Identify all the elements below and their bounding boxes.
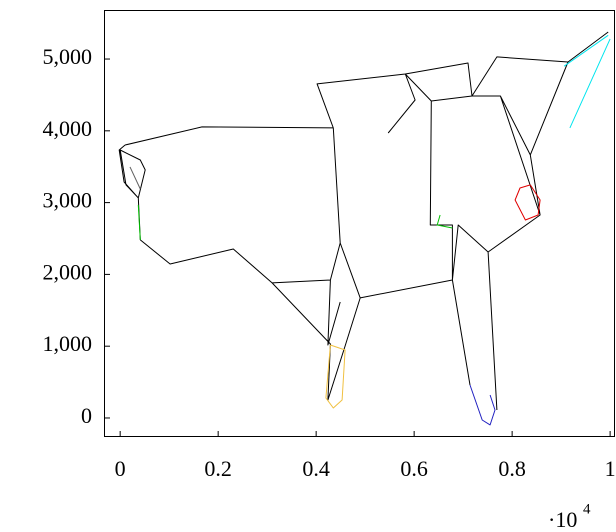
y-tick-label: 5,000	[43, 44, 93, 69]
line	[469, 384, 496, 426]
line	[137, 204, 453, 240]
x-tick-label: 0	[115, 456, 126, 481]
y-tick-label: 0	[81, 403, 92, 428]
x-tick-label: 0.2	[204, 456, 232, 481]
line	[514, 184, 541, 221]
y-tick-label: 2,000	[43, 259, 93, 284]
x-tick-label: 0.8	[498, 456, 526, 481]
line	[118, 31, 609, 411]
y-tick-label: 4,000	[43, 116, 93, 141]
line	[129, 166, 141, 190]
plot-frame	[104, 10, 615, 437]
x-scale-base: ·10	[548, 507, 577, 532]
plot-area	[118, 31, 611, 426]
line	[325, 344, 346, 409]
line	[563, 34, 611, 129]
x-tick-label: 1	[605, 456, 616, 481]
x-tick-label: 0.6	[400, 456, 428, 481]
x-scale-exponent: 4	[583, 501, 591, 517]
y-tick-label: 3,000	[43, 188, 93, 213]
x-tick-label: 0.4	[302, 456, 330, 481]
y-tick-label: 1,000	[43, 331, 93, 356]
